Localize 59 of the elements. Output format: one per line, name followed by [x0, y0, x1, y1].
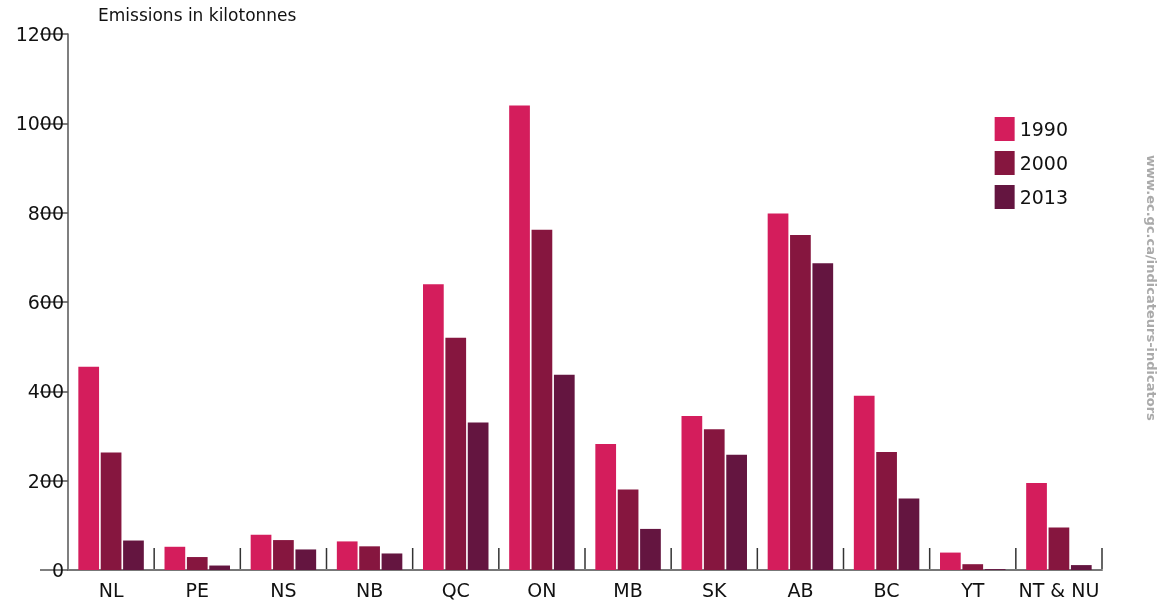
- bar: [595, 444, 617, 570]
- x-tick-label: NT & NU: [1018, 578, 1100, 601]
- bar: [209, 565, 230, 570]
- x-tick-label: QC: [441, 578, 470, 601]
- bar: [250, 534, 272, 570]
- bar: [381, 553, 403, 570]
- x-tick-label: ON: [527, 578, 557, 601]
- x-tick-label: MB: [613, 578, 643, 601]
- bar: [1026, 482, 1047, 570]
- bar: [553, 374, 575, 570]
- x-tick-label: AB: [787, 578, 814, 601]
- bar: [812, 263, 834, 570]
- y-tick-label: 0: [51, 559, 64, 581]
- x-tick-label: NB: [355, 578, 384, 601]
- bar: [853, 395, 875, 570]
- bar: [617, 489, 639, 570]
- bar: [703, 429, 725, 570]
- bar: [876, 452, 897, 570]
- bar: [1048, 527, 1070, 570]
- bar: [790, 235, 811, 570]
- y-axis-title: Emissions in kilotonnes: [98, 4, 297, 25]
- bar: [467, 422, 489, 570]
- x-tick-label: NS: [270, 578, 297, 601]
- y-tick-label: 600: [27, 291, 64, 313]
- legend-label: 2000: [1019, 152, 1069, 174]
- bar: [273, 540, 294, 570]
- legend-label: 2013: [1019, 186, 1069, 208]
- x-tick-label: NL: [98, 578, 124, 601]
- bar: [726, 454, 747, 570]
- bar: [962, 564, 984, 570]
- bar: [186, 557, 208, 570]
- y-tick-label: 1200: [15, 23, 64, 45]
- bar: [78, 366, 100, 570]
- legend-label: 1990: [1019, 118, 1069, 140]
- bar: [423, 284, 444, 570]
- bar: [640, 528, 661, 570]
- x-tick-label: BC: [873, 578, 900, 601]
- bar: [1070, 565, 1092, 570]
- x-tick-label: SK: [701, 578, 728, 601]
- y-tick-label: 400: [27, 380, 64, 403]
- bar: [767, 213, 789, 570]
- bar: [336, 541, 358, 570]
- bar: [295, 549, 317, 570]
- bar: [531, 229, 553, 570]
- bar: [445, 337, 467, 570]
- bar: [100, 452, 122, 570]
- bar: [898, 498, 920, 570]
- bar: [359, 546, 380, 570]
- text: www.ec.gc.ca/indicateurs-indicators: [1144, 155, 1159, 422]
- bar: [123, 540, 144, 570]
- bar: [509, 105, 530, 570]
- bar: [940, 552, 961, 570]
- bar: [164, 546, 186, 570]
- x-tick-label: PE: [185, 578, 209, 601]
- y-tick-label: 200: [27, 469, 64, 492]
- y-tick-label: 1000: [15, 112, 64, 135]
- x-tick-label: YT: [960, 578, 985, 601]
- bar: [681, 415, 703, 570]
- y-tick-label: 800: [27, 201, 64, 224]
